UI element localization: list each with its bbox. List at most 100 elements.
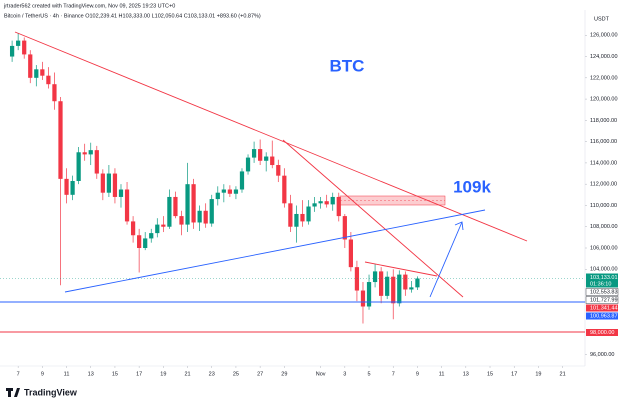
x-tick-label: 9 [41, 371, 44, 377]
candle-body [106, 173, 112, 193]
x-tick-label: 19 [160, 371, 166, 377]
candle-body [16, 40, 21, 46]
candle-body [372, 271, 378, 283]
tag-box [586, 273, 618, 288]
trend-line [364, 261, 438, 277]
candle-body [239, 171, 245, 190]
x-tick-label: 25 [233, 371, 239, 377]
candle-body [76, 152, 81, 181]
candle-body [251, 149, 257, 158]
candle-body [149, 233, 154, 239]
candle-body [9, 45, 15, 57]
candle-body [185, 184, 190, 225]
price-tag: 100,963.87 [590, 313, 618, 319]
x-tick-label: 29 [281, 371, 287, 377]
x-tick-label: 13 [88, 371, 94, 377]
candle-body [354, 267, 360, 291]
y-tick-label: 120,000.00 [590, 97, 618, 103]
candle-body [22, 40, 27, 55]
candle-body [409, 287, 414, 290]
candles [0, 33, 585, 324]
candle-body [137, 235, 142, 248]
annotation: 109k [453, 177, 491, 196]
x-tick-label: 11 [439, 371, 445, 377]
candle-body [348, 239, 353, 268]
candle-body [124, 189, 130, 222]
tag-box [586, 304, 618, 312]
candle-body [40, 69, 45, 76]
candle-body [46, 75, 51, 85]
price-tag: 101,727.99 [590, 297, 618, 303]
candle-body [276, 165, 281, 176]
x-tick-label: 7 [17, 371, 20, 377]
candle-body [167, 196, 172, 227]
candle-body [288, 203, 293, 227]
y-tick-label: 112,000.00 [590, 182, 617, 188]
price-tag: 103,133.01 [590, 275, 618, 281]
x-tick-label: 13 [463, 371, 469, 377]
price-tag: 102,553.83 [590, 289, 618, 295]
candle-body [282, 175, 287, 204]
x-tick-label: 21 [560, 371, 566, 377]
y-tick-label: 124,000.00 [590, 54, 618, 60]
candle-body [94, 150, 99, 174]
x-tick-label: 9 [416, 371, 419, 377]
candle-body [221, 189, 226, 193]
x-tick-label: 3 [343, 371, 346, 377]
y-tick-label: 126,000.00 [590, 33, 618, 39]
candle-body [64, 178, 69, 195]
candle-body [397, 274, 402, 304]
candle-body [258, 149, 263, 161]
tag-box [585, 296, 619, 304]
trend-line [282, 139, 464, 298]
y-tick-label: 104,000.00 [590, 267, 618, 273]
candle-body [82, 152, 87, 155]
y-tick-label: 114,000.00 [590, 160, 617, 166]
candle-body [191, 184, 196, 223]
candle-body [130, 221, 136, 236]
x-tick-label: 15 [487, 371, 493, 377]
x-tick-label: 5 [367, 371, 370, 377]
y-tick-label: 116,000.00 [590, 139, 617, 145]
candle-body [324, 201, 329, 205]
candle-body [385, 276, 390, 296]
candle-body [336, 196, 341, 217]
candle-body [342, 216, 347, 240]
candle-body [34, 69, 39, 78]
candle-body [203, 210, 208, 224]
arrow-head [454, 221, 464, 231]
x-tick-label: 21 [184, 371, 190, 377]
logo-text: TradingView [24, 387, 78, 397]
y-tick-label: 110,000.00 [590, 203, 617, 209]
candle-body [118, 189, 124, 197]
candle-body [70, 180, 75, 195]
candle-body [391, 276, 396, 304]
candle-body [270, 156, 275, 166]
y-tick-label: 118,000.00 [590, 118, 617, 124]
y-tick-label: 106,000.00 [590, 245, 618, 251]
candle-body [403, 274, 408, 290]
x-tick-label: 17 [136, 371, 142, 377]
x-tick-label: 19 [535, 371, 541, 377]
y-tick-label: 122,000.00 [590, 75, 618, 81]
price-tag: 98,000.00 [590, 330, 614, 336]
countdown: 01:36:10 [590, 281, 611, 287]
support-line [64, 209, 486, 293]
candle-body [100, 173, 105, 193]
x-tick-label: 7 [392, 371, 395, 377]
candle-body [215, 192, 220, 200]
candle-body [366, 282, 372, 307]
candle-body [52, 84, 57, 102]
candle-body [28, 54, 33, 78]
currency: USDT [594, 16, 610, 22]
candle-body [112, 173, 118, 197]
candle-body [330, 196, 335, 205]
x-tick-label: 23 [209, 371, 215, 377]
trend-line [14, 31, 528, 242]
candle-body [360, 290, 366, 307]
candle-body [245, 157, 251, 172]
candle-body [88, 150, 93, 155]
candle-body [179, 216, 184, 225]
candle-body [227, 189, 233, 194]
